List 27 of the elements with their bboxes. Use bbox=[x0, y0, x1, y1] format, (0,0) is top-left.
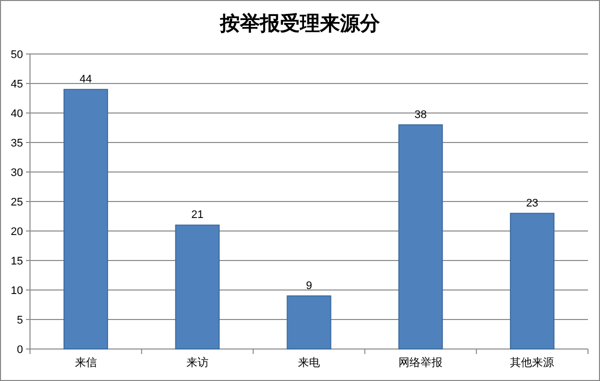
y-tick-label: 30 bbox=[10, 167, 23, 179]
y-tick-label: 45 bbox=[10, 78, 23, 90]
bar bbox=[175, 224, 220, 350]
chart-title: 按举报受理来源分 bbox=[219, 12, 381, 35]
bar bbox=[398, 124, 443, 350]
y-tick-label: 50 bbox=[10, 49, 23, 61]
data-label: 38 bbox=[414, 108, 427, 121]
bar bbox=[510, 212, 554, 350]
y-tick-label: 40 bbox=[10, 108, 23, 120]
y-tick-label: 20 bbox=[10, 226, 23, 238]
x-tick-label: 其他来源 bbox=[510, 356, 554, 369]
bar bbox=[286, 295, 332, 350]
y-tick-label: 0 bbox=[16, 344, 23, 356]
data-label: 9 bbox=[306, 280, 312, 292]
x-tick-label: 网络举报 bbox=[398, 356, 443, 369]
y-tick-label: 35 bbox=[10, 138, 23, 150]
x-tick-label: 来电 bbox=[298, 356, 320, 369]
data-label: 44 bbox=[80, 73, 92, 86]
bar bbox=[64, 88, 108, 350]
y-tick-label: 15 bbox=[10, 256, 23, 268]
x-tick-label: 来访 bbox=[186, 356, 208, 369]
y-tick-label: 5 bbox=[16, 314, 23, 326]
data-label: 21 bbox=[191, 209, 204, 222]
y-tick-label: 10 bbox=[10, 285, 23, 297]
x-tick-label: 来信 bbox=[74, 356, 97, 369]
data-label: 23 bbox=[526, 197, 538, 210]
y-tick-label: 25 bbox=[10, 196, 23, 208]
